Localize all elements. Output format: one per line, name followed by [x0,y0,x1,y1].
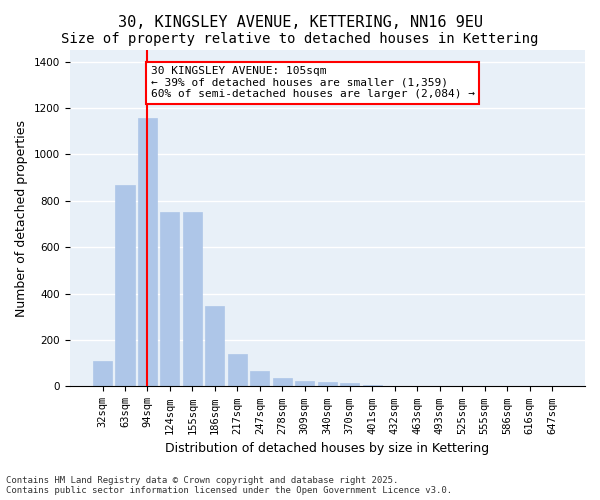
Text: Size of property relative to detached houses in Kettering: Size of property relative to detached ho… [61,32,539,46]
Bar [183,212,202,386]
Bar [273,378,292,386]
Bar [115,184,134,386]
Bar [160,212,179,386]
Bar [340,383,359,386]
Text: Contains HM Land Registry data © Crown copyright and database right 2025.
Contai: Contains HM Land Registry data © Crown c… [6,476,452,495]
Bar [138,118,157,386]
Bar [205,306,224,386]
Bar [228,354,247,386]
Bar [250,372,269,386]
Bar [318,382,337,386]
Y-axis label: Number of detached properties: Number of detached properties [15,120,28,316]
X-axis label: Distribution of detached houses by size in Kettering: Distribution of detached houses by size … [165,442,490,455]
Bar [295,380,314,386]
Text: 30 KINGSLEY AVENUE: 105sqm
← 39% of detached houses are smaller (1,359)
60% of s: 30 KINGSLEY AVENUE: 105sqm ← 39% of deta… [151,66,475,100]
Text: 30, KINGSLEY AVENUE, KETTERING, NN16 9EU: 30, KINGSLEY AVENUE, KETTERING, NN16 9EU [118,15,482,30]
Bar [93,361,112,386]
